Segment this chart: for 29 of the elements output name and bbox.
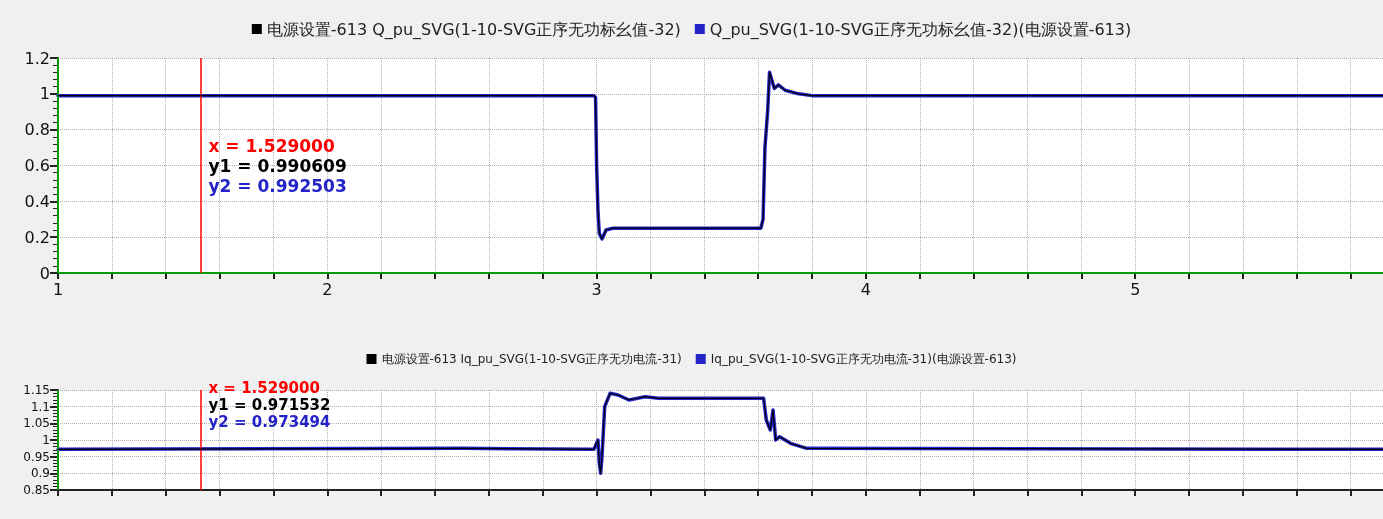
y-tick-label: 0.95 [23, 449, 50, 464]
annotation: y1 = 0.990609 [208, 156, 347, 177]
y-tick-label: 1 [39, 84, 50, 104]
y-tick-label: 1 [42, 433, 50, 447]
y-tick-label: 0.85 [23, 483, 50, 497]
ref-line-label: x = 1.529000 [208, 136, 335, 157]
y-tick-label: 0 [39, 263, 50, 283]
y-tick-label: 1.1 [30, 399, 50, 414]
x-tick-label: 1 [52, 279, 64, 299]
annotation: y2 = 0.973494 [208, 412, 331, 431]
y-tick-label: 0.4 [24, 191, 50, 211]
y-tick-label: 0.6 [24, 156, 50, 175]
legend-label: 电源设置-613 Iq_pu_SVG(1-10-SVG正序无功电流-31) [381, 352, 682, 366]
y-tick-label: 1.2 [24, 48, 50, 68]
legend-label: 电源设置-613 Q_pu_SVG(1-10-SVG正序无功标幺值-32) [266, 19, 681, 40]
legend-label: Q_pu_SVG(1-10-SVG正序无功标幺值-32)(电源设置-613) [709, 19, 1132, 40]
y-tick-label: 1.05 [23, 416, 50, 431]
x-tick-label: 4 [860, 279, 872, 299]
y-tick-label: 0.8 [24, 120, 50, 140]
legend-label: Iq_pu_SVG(1-10-SVG正序无功电流-31)(电源设置-613) [710, 352, 1017, 366]
y-tick-label: 0.2 [24, 227, 50, 247]
y-tick-label: 1.15 [23, 383, 50, 397]
ref-line-label: x = 1.529000 [208, 378, 320, 397]
x-tick-label: 5 [1130, 279, 1141, 299]
annotation: y2 = 0.992503 [208, 176, 347, 197]
annotation: y1 = 0.971532 [208, 395, 331, 414]
y-tick-label: 0.9 [30, 466, 50, 481]
x-tick-label: 3 [591, 279, 602, 299]
x-tick-label: 2 [322, 279, 333, 299]
